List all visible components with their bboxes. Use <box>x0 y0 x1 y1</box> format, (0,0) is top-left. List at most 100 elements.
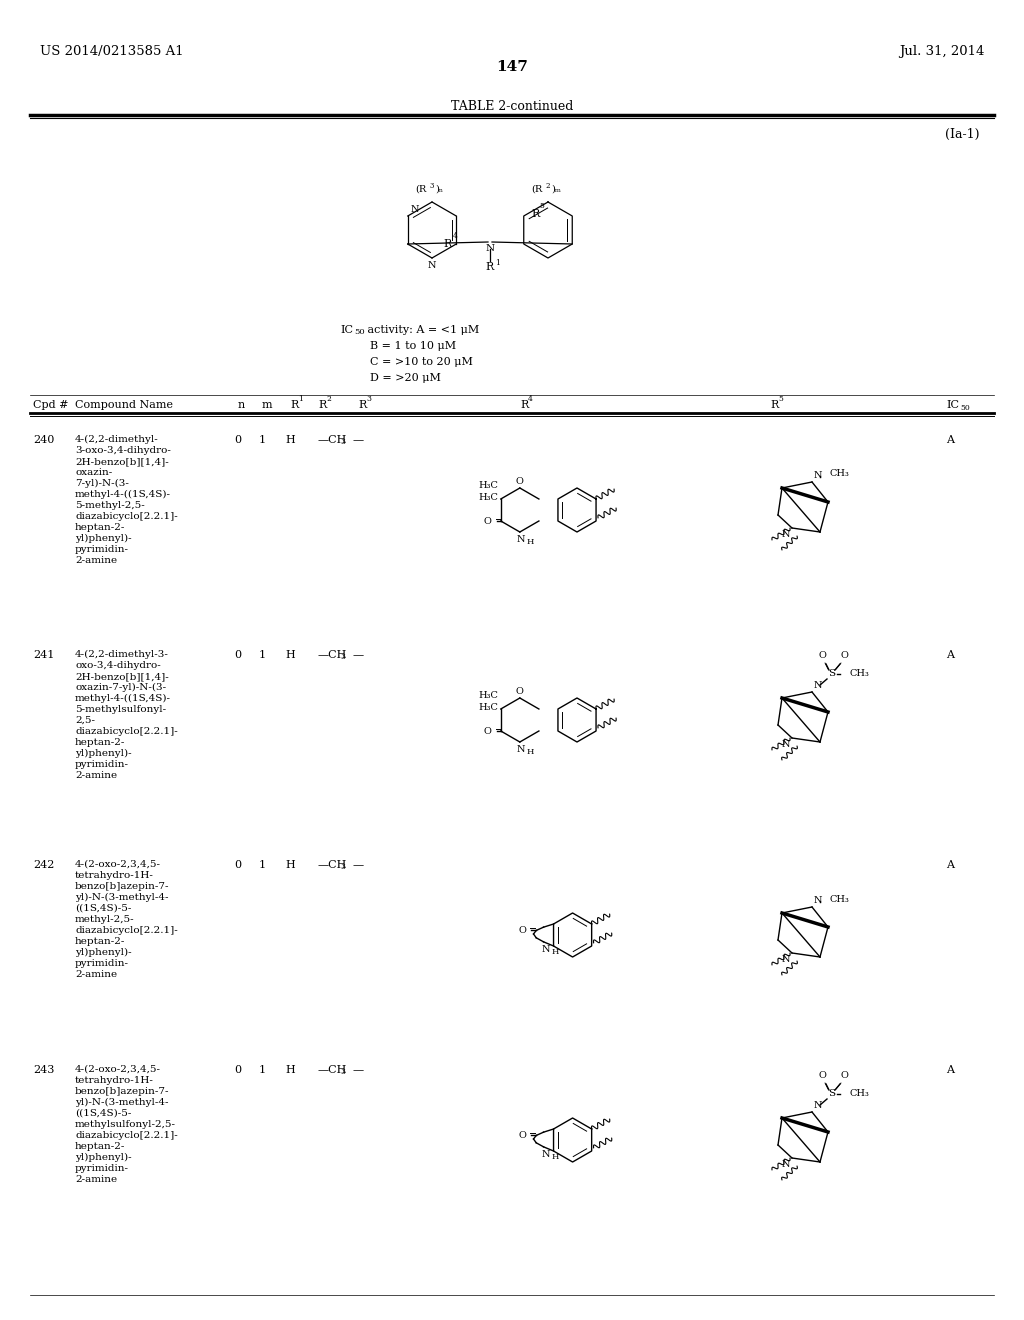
Text: heptan-2-: heptan-2- <box>75 1142 125 1151</box>
Text: —CH: —CH <box>318 1065 347 1074</box>
Text: O: O <box>518 925 526 935</box>
Text: yl)-N-(3-methyl-4-: yl)-N-(3-methyl-4- <box>75 894 169 902</box>
Text: N: N <box>781 954 790 964</box>
Text: R: R <box>318 400 327 411</box>
Text: )ₘ: )ₘ <box>551 185 561 194</box>
Text: O: O <box>818 1071 826 1080</box>
Text: 1: 1 <box>495 259 500 267</box>
Text: O: O <box>516 686 524 696</box>
Text: —: — <box>352 649 364 660</box>
Text: H: H <box>526 539 535 546</box>
Text: diazabicyclo[2.2.1]-: diazabicyclo[2.2.1]- <box>75 1131 178 1140</box>
Text: S: S <box>828 1089 836 1098</box>
Text: TABLE 2-continued: TABLE 2-continued <box>451 100 573 114</box>
Text: —CH: —CH <box>318 649 347 660</box>
Text: H: H <box>526 748 535 756</box>
Text: N: N <box>781 741 790 748</box>
Text: 4-(2-oxo-2,3,4,5-: 4-(2-oxo-2,3,4,5- <box>75 1065 161 1074</box>
Text: pyrimidin-: pyrimidin- <box>75 1164 129 1173</box>
Text: 3: 3 <box>340 1068 345 1076</box>
Text: 5-methyl-2,5-: 5-methyl-2,5- <box>75 502 144 510</box>
Text: 2: 2 <box>326 395 331 403</box>
Text: (Ia-1): (Ia-1) <box>945 128 980 141</box>
Text: O: O <box>818 651 826 660</box>
Text: 7-yl)-N-(3-: 7-yl)-N-(3- <box>75 479 129 488</box>
Text: 5-methylsulfonyl-: 5-methylsulfonyl- <box>75 705 166 714</box>
Text: diazabicyclo[2.2.1]-: diazabicyclo[2.2.1]- <box>75 512 178 521</box>
Text: R: R <box>485 261 495 272</box>
Text: 0: 0 <box>234 649 242 660</box>
Text: 3: 3 <box>429 182 433 190</box>
Text: O: O <box>484 516 492 525</box>
Text: diazabicyclo[2.2.1]-: diazabicyclo[2.2.1]- <box>75 927 178 935</box>
Text: 3: 3 <box>340 438 345 446</box>
Text: yl)phenyl)-: yl)phenyl)- <box>75 948 132 957</box>
Text: benzo[b]azepin-7-: benzo[b]azepin-7- <box>75 1086 170 1096</box>
Text: pyrimidin-: pyrimidin- <box>75 960 129 968</box>
Text: 1: 1 <box>298 395 303 403</box>
Text: (R: (R <box>531 185 543 194</box>
Text: 2: 2 <box>545 182 550 190</box>
Text: Compound Name: Compound Name <box>75 400 173 411</box>
Text: oxazin-7-yl)-N-(3-: oxazin-7-yl)-N-(3- <box>75 682 166 692</box>
Text: 50: 50 <box>961 404 970 412</box>
Text: oxo-3,4-dihydro-: oxo-3,4-dihydro- <box>75 661 161 671</box>
Text: 3: 3 <box>366 395 371 403</box>
Text: diazabicyclo[2.2.1]-: diazabicyclo[2.2.1]- <box>75 727 178 737</box>
Text: ((1S,4S)-5-: ((1S,4S)-5- <box>75 904 131 913</box>
Text: N: N <box>814 1101 822 1110</box>
Text: O: O <box>840 651 848 660</box>
Text: A: A <box>946 861 954 870</box>
Text: (R: (R <box>416 185 427 194</box>
Text: H₃C: H₃C <box>478 494 498 503</box>
Text: R: R <box>520 400 528 411</box>
Text: N: N <box>516 744 525 754</box>
Text: O: O <box>484 726 492 735</box>
Text: activity: A = <1 μM: activity: A = <1 μM <box>364 325 479 335</box>
Text: N: N <box>781 531 790 539</box>
Text: —CH: —CH <box>318 861 347 870</box>
Text: 4-(2,2-dimethyl-3-: 4-(2,2-dimethyl-3- <box>75 649 169 659</box>
Text: 2-amine: 2-amine <box>75 1175 117 1184</box>
Text: yl)phenyl)-: yl)phenyl)- <box>75 535 132 543</box>
Text: Jul. 31, 2014: Jul. 31, 2014 <box>899 45 984 58</box>
Text: heptan-2-: heptan-2- <box>75 523 125 532</box>
Text: 147: 147 <box>496 59 528 74</box>
Text: N: N <box>542 945 550 954</box>
Text: N: N <box>485 244 495 253</box>
Text: 0: 0 <box>234 861 242 870</box>
Text: N: N <box>781 1160 790 1170</box>
Text: R: R <box>770 400 778 411</box>
Text: 1: 1 <box>258 1065 265 1074</box>
Text: 5: 5 <box>540 202 545 210</box>
Text: D = >20 μM: D = >20 μM <box>370 374 441 383</box>
Text: benzo[b]azepin-7-: benzo[b]azepin-7- <box>75 882 170 891</box>
Text: methyl-4-((1S,4S)-: methyl-4-((1S,4S)- <box>75 694 171 704</box>
Text: CH₃: CH₃ <box>830 895 850 903</box>
Text: R: R <box>358 400 367 411</box>
Text: CH₃: CH₃ <box>850 669 869 678</box>
Text: H: H <box>285 1065 295 1074</box>
Text: pyrimidin-: pyrimidin- <box>75 760 129 770</box>
Text: methyl-4-((1S,4S)-: methyl-4-((1S,4S)- <box>75 490 171 499</box>
Text: N: N <box>516 535 525 544</box>
Text: R: R <box>443 239 452 249</box>
Text: CH₃: CH₃ <box>830 470 850 479</box>
Text: B = 1 to 10 μM: B = 1 to 10 μM <box>370 341 456 351</box>
Text: S: S <box>828 669 836 678</box>
Text: 1: 1 <box>258 436 265 445</box>
Text: A: A <box>946 436 954 445</box>
Text: IC: IC <box>946 400 959 411</box>
Text: 2H-benzo[b][1,4]-: 2H-benzo[b][1,4]- <box>75 672 169 681</box>
Text: 2,5-: 2,5- <box>75 715 95 725</box>
Text: yl)phenyl)-: yl)phenyl)- <box>75 1152 132 1162</box>
Text: 243: 243 <box>33 1065 54 1074</box>
Text: 3-oxo-3,4-dihydro-: 3-oxo-3,4-dihydro- <box>75 446 171 455</box>
Text: CH₃: CH₃ <box>850 1089 869 1098</box>
Text: O: O <box>516 477 524 486</box>
Text: )ₙ: )ₙ <box>435 185 443 194</box>
Text: 5: 5 <box>778 395 783 403</box>
Text: N: N <box>814 681 822 690</box>
Text: 240: 240 <box>33 436 54 445</box>
Text: ((1S,4S)-5-: ((1S,4S)-5- <box>75 1109 131 1118</box>
